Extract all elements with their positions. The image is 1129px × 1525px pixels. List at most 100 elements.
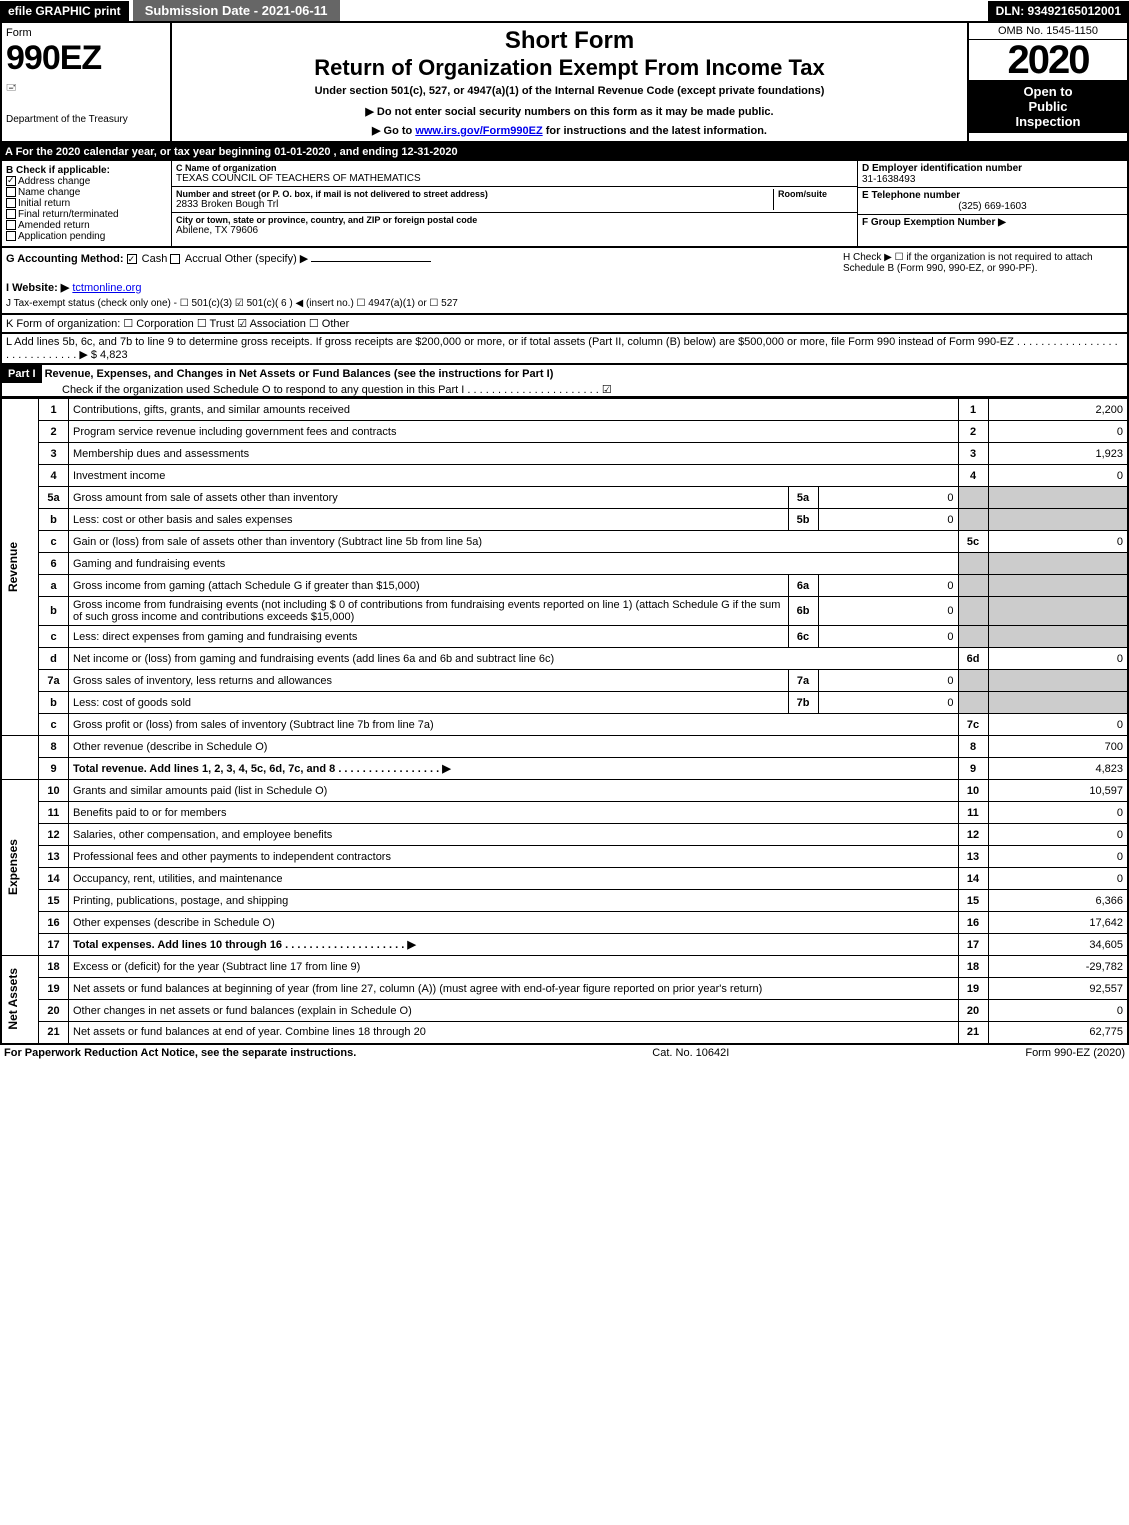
open-line2: Public [973, 99, 1123, 114]
checkbox-icon [6, 187, 16, 197]
shaded-cell [988, 597, 1128, 626]
line-num: 2 [39, 421, 69, 443]
line-num: 13 [39, 846, 69, 868]
table-row: 16 Other expenses (describe in Schedule … [1, 912, 1128, 934]
line-num: 9 [39, 758, 69, 780]
check-amended-label: Amended return [18, 220, 90, 231]
other-input[interactable] [311, 261, 431, 262]
line-desc: Other revenue (describe in Schedule O) [73, 741, 267, 753]
box-e-label: E Telephone number [862, 190, 1123, 201]
shaded-cell [958, 575, 988, 597]
line-num: 4 [39, 465, 69, 487]
line-a: A For the 2020 calendar year, or tax yea… [0, 143, 1129, 161]
line-ref: 18 [958, 956, 988, 978]
line-desc: Benefits paid to or for members [73, 807, 226, 819]
line-val: 0 [988, 846, 1128, 868]
submission-date: Submission Date - 2021-06-11 [133, 0, 340, 21]
line-desc: Gross sales of inventory, less returns a… [73, 675, 332, 687]
table-row: 13 Professional fees and other payments … [1, 846, 1128, 868]
line-num: 20 [39, 1000, 69, 1022]
line-ref: 8 [958, 736, 988, 758]
line-desc: Other expenses (describe in Schedule O) [73, 917, 275, 929]
line-num: 5a [39, 487, 69, 509]
table-row: 19 Net assets or fund balances at beginn… [1, 978, 1128, 1000]
box-j: J Tax-exempt status (check only one) - ☐… [6, 298, 1123, 309]
part-1-label: Part I [2, 365, 42, 383]
line-num: 3 [39, 443, 69, 465]
check-initial-label: Initial return [18, 198, 70, 209]
check-initial[interactable]: Initial return [6, 198, 167, 209]
line-ref: 15 [958, 890, 988, 912]
sub-ref: 7b [788, 692, 818, 714]
table-row: 9 Total revenue. Add lines 1, 2, 3, 4, 5… [1, 758, 1128, 780]
check-pending[interactable]: Application pending [6, 231, 167, 242]
line-val: 0 [988, 648, 1128, 670]
table-row: 8 Other revenue (describe in Schedule O)… [1, 736, 1128, 758]
table-row: 4 Investment income 4 0 [1, 465, 1128, 487]
tax-year: 2020 [969, 40, 1127, 80]
line-desc: Less: cost of goods sold [73, 697, 191, 709]
table-row: Expenses 10 Grants and similar amounts p… [1, 780, 1128, 802]
goto-link[interactable]: www.irs.gov/Form990EZ [415, 125, 542, 137]
line-ref: 11 [958, 802, 988, 824]
sub-val: 0 [818, 670, 958, 692]
shaded-cell [958, 553, 988, 575]
line-ref: 5c [958, 531, 988, 553]
website-link[interactable]: tctmonline.org [72, 282, 141, 294]
line-ref: 4 [958, 465, 988, 487]
line-ref: 6d [958, 648, 988, 670]
line-desc: Professional fees and other payments to … [73, 851, 391, 863]
sub-ref: 6c [788, 626, 818, 648]
line-num: d [39, 648, 69, 670]
line-desc: Printing, publications, postage, and shi… [73, 895, 288, 907]
efile-label[interactable]: efile GRAPHIC print [0, 1, 129, 21]
table-row: 17 Total expenses. Add lines 10 through … [1, 934, 1128, 956]
shaded-cell [988, 553, 1128, 575]
line-val: 6,366 [988, 890, 1128, 912]
line-desc: Grants and similar amounts paid (list in… [73, 785, 327, 797]
top-bar: efile GRAPHIC print Submission Date - 20… [0, 0, 1129, 23]
line-num: 11 [39, 802, 69, 824]
table-row: c Less: direct expenses from gaming and … [1, 626, 1128, 648]
line-val: 0 [988, 465, 1128, 487]
table-row: 15 Printing, publications, postage, and … [1, 890, 1128, 912]
table-row: c Gain or (loss) from sale of assets oth… [1, 531, 1128, 553]
line-val: 0 [988, 1000, 1128, 1022]
line-desc: Gross income from fundraising events (no… [73, 599, 780, 623]
line-desc: Gross income from gaming (attach Schedul… [73, 580, 420, 592]
table-row: 7a Gross sales of inventory, less return… [1, 670, 1128, 692]
line-desc: Gross profit or (loss) from sales of inv… [73, 719, 434, 731]
section-g-through-l: H Check ▶ ☐ if the organization is not r… [0, 248, 1129, 315]
accrual-label: Accrual [185, 253, 222, 265]
line-val: 17,642 [988, 912, 1128, 934]
line-val: 0 [988, 421, 1128, 443]
box-i-label: I Website: ▶ [6, 282, 69, 294]
ein-value: 31-1638493 [862, 174, 1123, 185]
line-num: 7a [39, 670, 69, 692]
org-city: Abilene, TX 79606 [176, 225, 853, 236]
table-row: 21 Net assets or fund balances at end of… [1, 1022, 1128, 1044]
line-num: 12 [39, 824, 69, 846]
table-row: 5a Gross amount from sale of assets othe… [1, 487, 1128, 509]
checkbox-icon[interactable] [127, 254, 137, 264]
line-val: 2,200 [988, 399, 1128, 421]
check-name-label: Name change [18, 187, 80, 198]
c-city-label: City or town, state or province, country… [176, 215, 853, 225]
dept-label: Department of the Treasury [6, 114, 166, 125]
line-desc: Gaming and fundraising events [73, 558, 225, 570]
table-row: Net Assets 18 Excess or (deficit) for th… [1, 956, 1128, 978]
line-val: 700 [988, 736, 1128, 758]
check-address[interactable]: Address change [6, 176, 167, 187]
line-desc: Net assets or fund balances at end of ye… [73, 1026, 426, 1038]
table-row: 6 Gaming and fundraising events [1, 553, 1128, 575]
check-final[interactable]: Final return/terminated [6, 209, 167, 220]
line-num: b [39, 597, 69, 626]
check-amended[interactable]: Amended return [6, 220, 167, 231]
shaded-cell [988, 509, 1128, 531]
line-desc: Gain or (loss) from sale of assets other… [73, 536, 482, 548]
check-name[interactable]: Name change [6, 187, 167, 198]
line-val: 0 [988, 802, 1128, 824]
sub-val: 0 [818, 626, 958, 648]
checkbox-icon [6, 231, 16, 241]
checkbox-icon[interactable] [170, 254, 180, 264]
